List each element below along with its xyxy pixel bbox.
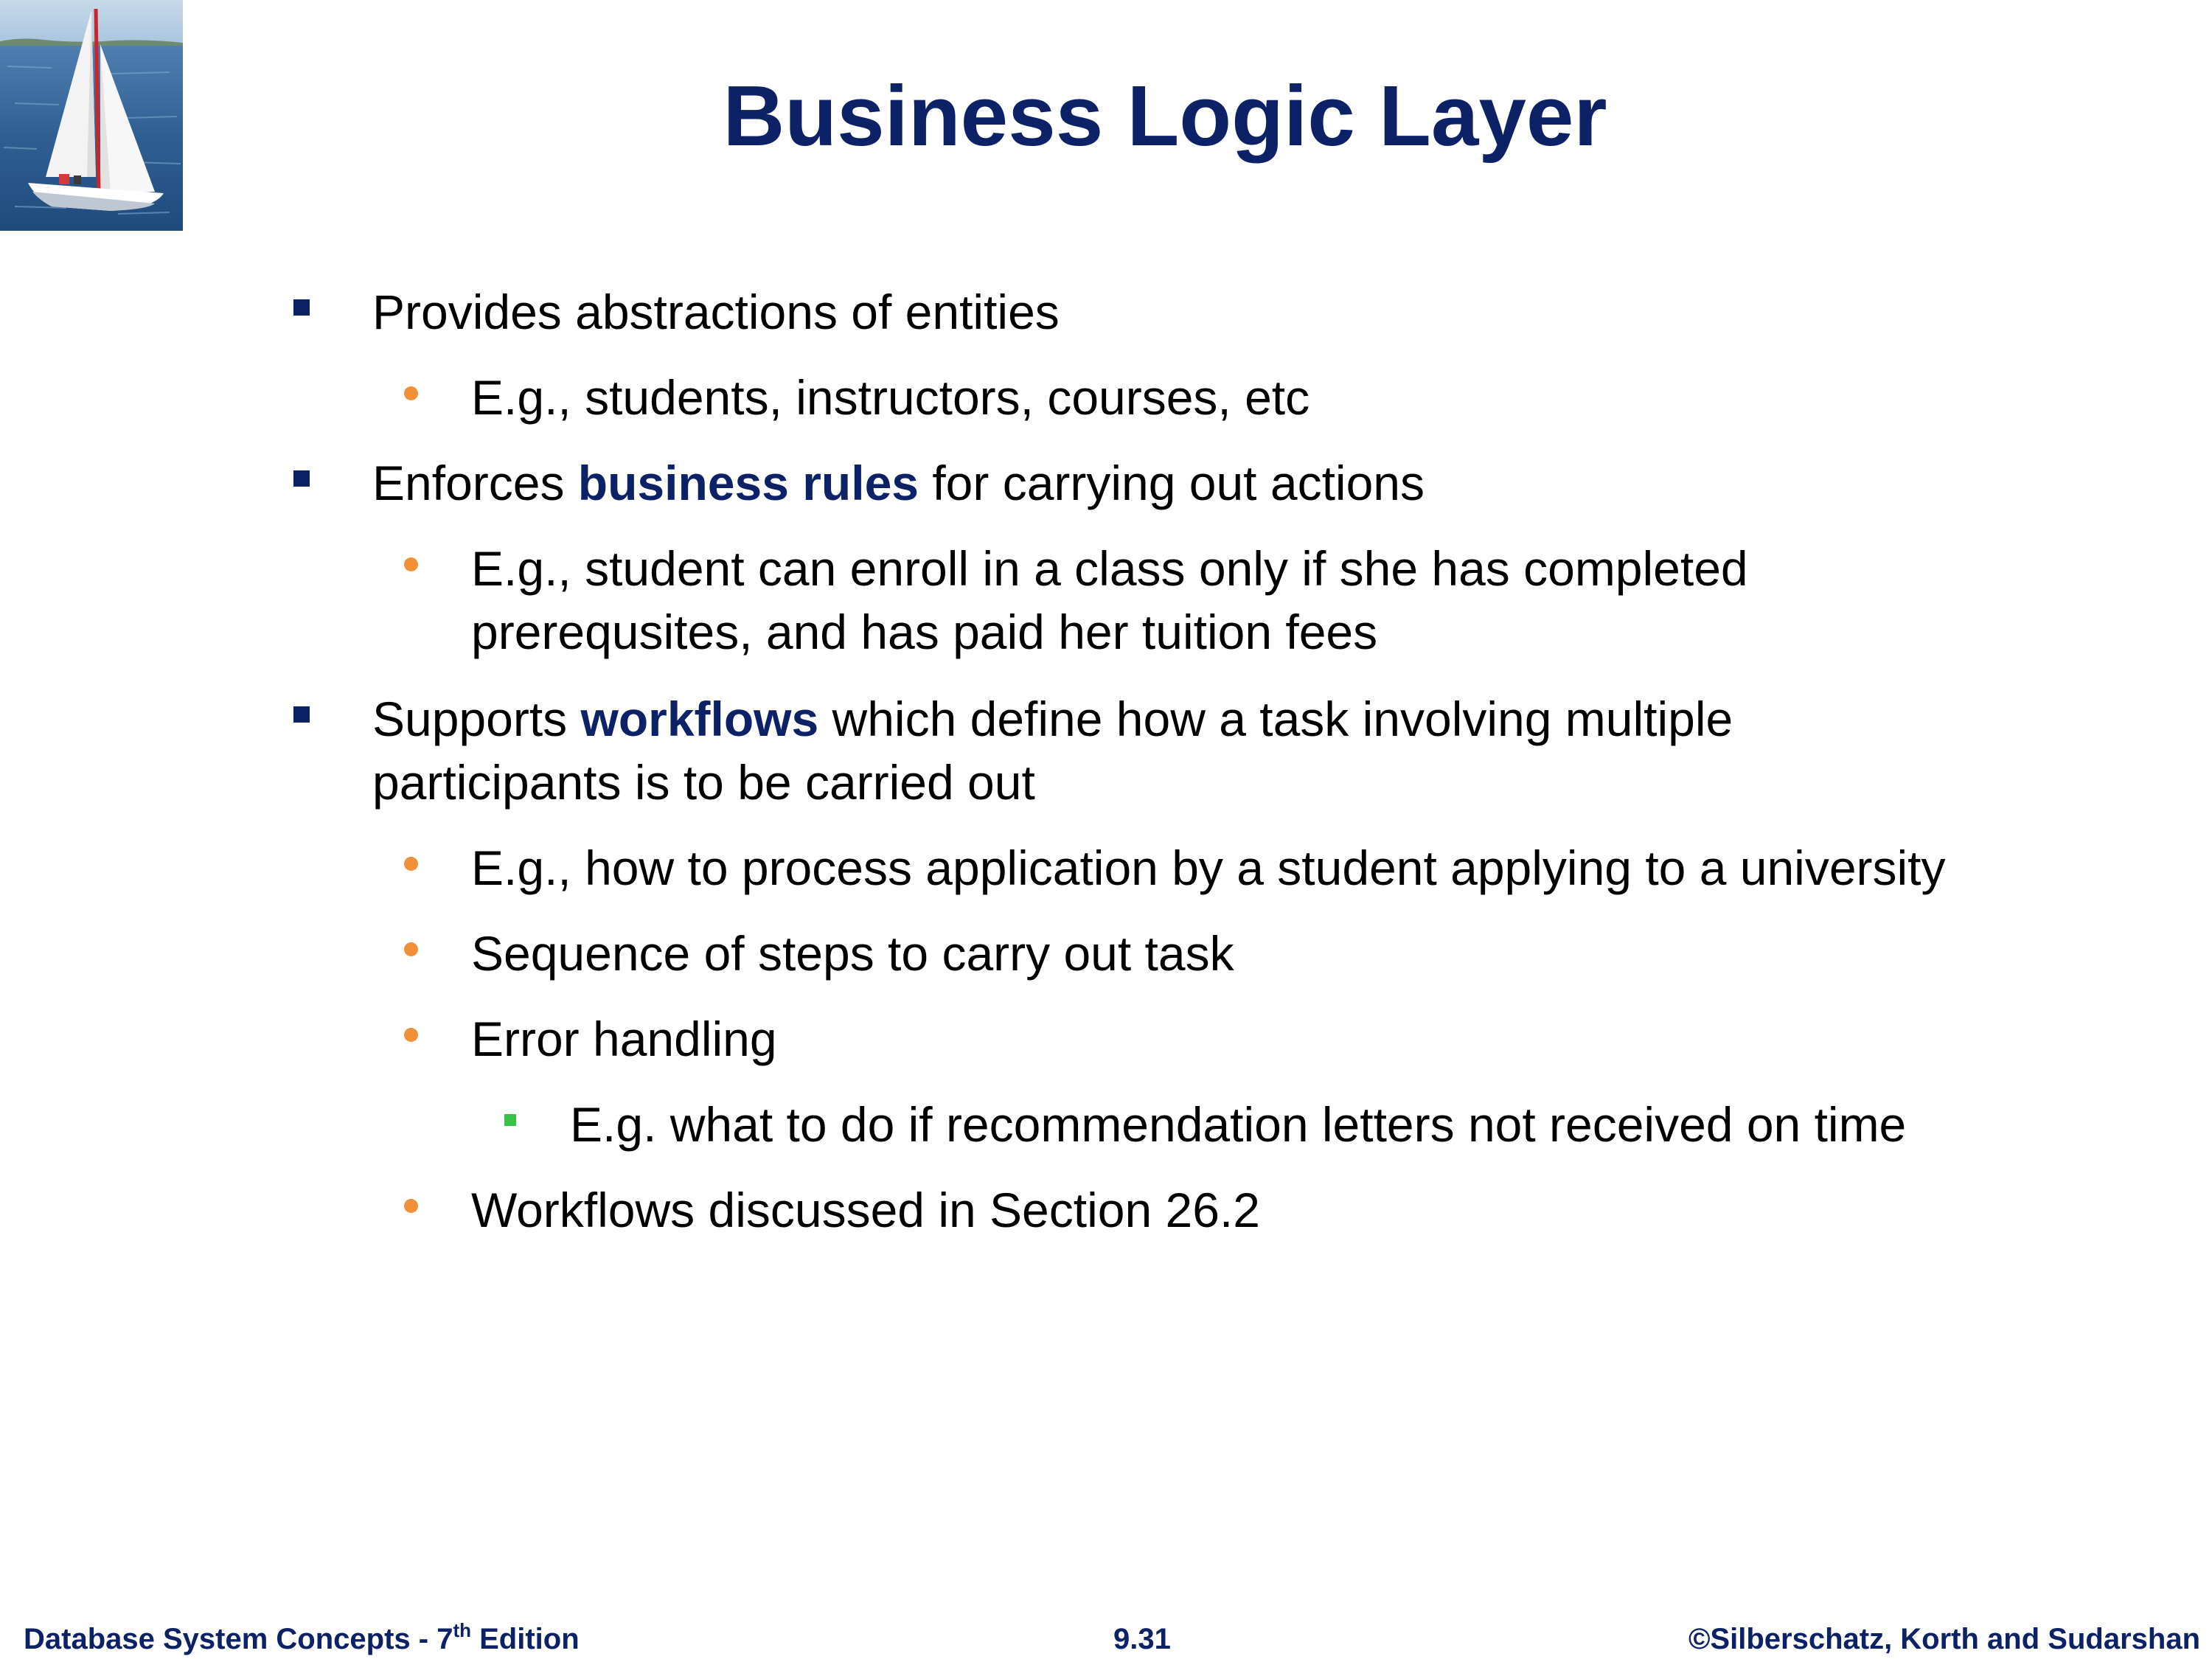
bullet-item-level-2: E.g., students, instructors, courses, et… <box>471 366 1310 429</box>
bullet-item-level-2: E.g., student can enroll in a class only… <box>471 537 1748 664</box>
bullet-line: Sequence of steps to carry out task <box>471 922 1234 985</box>
sailboat-logo <box>0 0 183 231</box>
bullet-line: E.g. what to do if recommendation letter… <box>570 1093 1906 1156</box>
bullet-text: Workflows discussed in Section 26.2 <box>471 1183 1260 1237</box>
bullet-text: for carrying out actions <box>919 456 1425 510</box>
bullet-item-level-3: E.g. what to do if recommendation letter… <box>570 1093 1906 1156</box>
bullet-text: E.g. what to do if recommendation letter… <box>570 1097 1907 1152</box>
dot-bullet-icon <box>404 1198 418 1213</box>
bullet-item-level-1: Provides abstractions of entities <box>372 280 1060 344</box>
square-bullet-icon <box>293 299 310 316</box>
footer-book-title: Database System Concepts - 7th Edition <box>24 1619 580 1655</box>
bullet-item-level-2: E.g., how to process application by a st… <box>471 836 1946 900</box>
bullet-text: participants is to be carried out <box>372 755 1035 810</box>
bullet-text: prerequsites, and has paid her tuition f… <box>471 605 1378 659</box>
small-square-bullet-icon <box>504 1114 516 1126</box>
dot-bullet-icon <box>404 557 418 571</box>
bullet-item-level-1: Supports workflows which define how a ta… <box>372 687 1733 814</box>
bullet-line: E.g., student can enroll in a class only… <box>471 537 1748 600</box>
dot-bullet-icon <box>404 942 418 956</box>
bullet-text: Provides abstractions of entities <box>372 285 1060 339</box>
bullet-line: Enforces business rules for carrying out… <box>372 451 1425 515</box>
bullet-line: E.g., students, instructors, courses, et… <box>471 366 1310 429</box>
bullet-text: Supports <box>372 692 581 746</box>
bullet-line: Workflows discussed in Section 26.2 <box>471 1178 1260 1242</box>
footer-page-number: 9.31 <box>1113 1623 1171 1655</box>
bullet-item-level-2: Error handling <box>471 1007 777 1071</box>
sailboat-icon <box>0 0 183 231</box>
square-bullet-icon <box>293 706 310 723</box>
bullet-line: E.g., how to process application by a st… <box>471 836 1946 900</box>
slide-title: Business Logic Layer <box>723 68 1607 164</box>
bullet-line: Provides abstractions of entities <box>372 280 1060 344</box>
dot-bullet-icon <box>404 386 418 400</box>
bullet-line: Supports workflows which define how a ta… <box>372 687 1733 751</box>
bullet-item-level-1: Enforces business rules for carrying out… <box>372 451 1425 515</box>
bullet-line: prerequsites, and has paid her tuition f… <box>471 600 1748 664</box>
bullet-text: Enforces <box>372 456 578 510</box>
bullet-text: E.g., student can enroll in a class only… <box>471 541 1748 596</box>
footer-copyright: ©Silberschatz, Korth and Sudarshan <box>1688 1623 2200 1655</box>
dot-bullet-icon <box>404 1027 418 1042</box>
bullet-list: Provides abstractions of entities E.g., s… <box>293 280 1946 1242</box>
keyword-highlight: workflows <box>580 692 819 746</box>
bullet-text: Error handling <box>471 1012 777 1066</box>
bullet-item-level-2: Sequence of steps to carry out task <box>471 922 1234 985</box>
bullet-line: participants is to be carried out <box>372 751 1733 814</box>
square-bullet-icon <box>293 470 310 487</box>
keyword-highlight: business rules <box>577 456 919 510</box>
bullet-text: E.g., how to process application by a st… <box>471 841 1946 895</box>
bullet-text: Sequence of steps to carry out task <box>471 926 1234 981</box>
bullet-text: E.g., students, instructors, courses, et… <box>471 370 1310 425</box>
dot-bullet-icon <box>404 856 418 871</box>
bullet-item-level-2: Workflows discussed in Section 26.2 <box>471 1178 1260 1242</box>
bullet-text: which define how a task involving multip… <box>818 692 1733 746</box>
bullet-line: Error handling <box>471 1007 777 1071</box>
